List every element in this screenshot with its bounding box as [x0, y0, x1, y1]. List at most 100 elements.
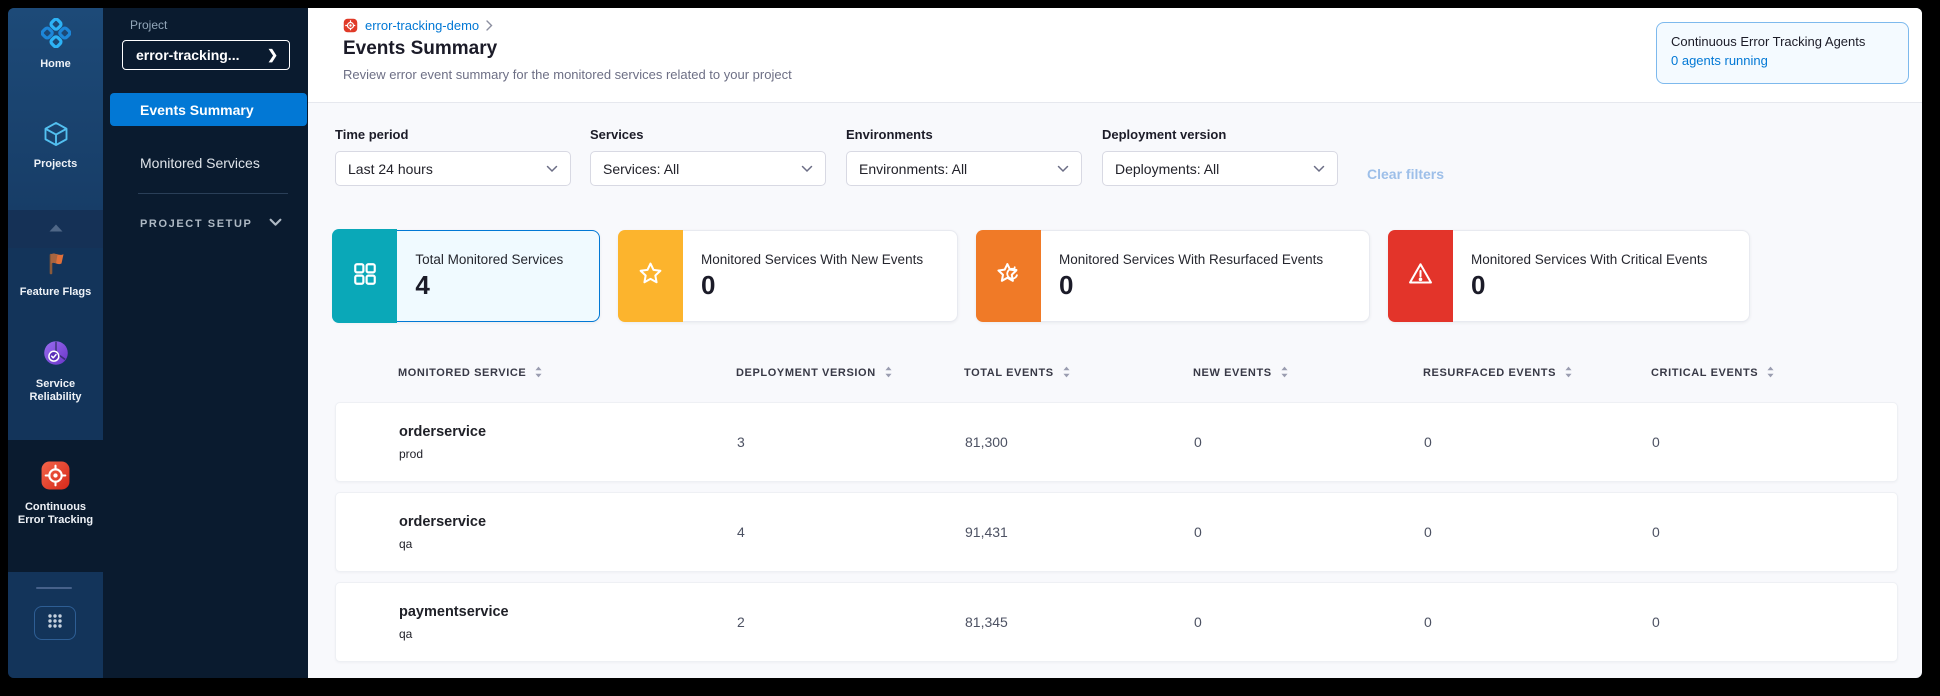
total-events-value: 81,300 [965, 434, 1008, 450]
table-row[interactable]: orderservice prod 3 81,300 0 0 0 [335, 402, 1898, 482]
module-switcher-button[interactable] [34, 606, 76, 640]
continuous-error-tracking-icon [40, 460, 71, 496]
stat-card-critical-events[interactable]: Monitored Services With Critical Events … [1388, 230, 1750, 322]
column-header-critical-events[interactable]: Critical Events [1651, 365, 1898, 382]
agents-running-link[interactable]: 0 agents running [1671, 53, 1768, 68]
app-window: Home Projects Feature Flags [8, 8, 1922, 678]
card-value: 0 [1471, 269, 1486, 300]
chevron-down-icon [269, 218, 282, 230]
deployments-dropdown[interactable]: Deployments: All [1102, 151, 1338, 186]
nav-item-label: Events Summary [140, 101, 254, 118]
services-dropdown[interactable]: Services: All [590, 151, 826, 186]
sidebar-item-service-reliability[interactable]: Service Reliability [8, 338, 103, 404]
clear-filters-button[interactable]: Clear filters [1367, 166, 1445, 182]
new-events-value: 0 [1194, 614, 1202, 630]
breadcrumb: error-tracking-demo [343, 18, 493, 33]
card-value: 4 [415, 269, 430, 300]
service-reliability-icon [41, 338, 71, 373]
column-label: Deployment Version [736, 367, 876, 379]
page-subtitle: Review error event summary for the monit… [343, 67, 792, 82]
card-value: 0 [701, 269, 716, 300]
card-label: Monitored Services With Critical Events [1471, 251, 1708, 267]
deployment-version-value: 3 [737, 434, 745, 450]
collapse-modules-button[interactable] [8, 210, 103, 248]
column-header-deployment-version[interactable]: Deployment Version [736, 365, 964, 382]
dropdown-value: Services: All [603, 160, 680, 177]
stat-card-new-events[interactable]: Monitored Services With New Events 0 [618, 230, 958, 322]
content-area: Time period Last 24 hours Services Servi… [308, 103, 1922, 678]
total-events-value: 81,345 [965, 614, 1008, 630]
agents-status-box[interactable]: Continuous Error Tracking Agents 0 agent… [1656, 22, 1909, 84]
new-events-value: 0 [1194, 524, 1202, 540]
sidebar-item-continuous-error-tracking[interactable]: Continuous Error Tracking [8, 460, 103, 527]
card-accent-block [618, 230, 683, 322]
time-period-dropdown[interactable]: Last 24 hours [335, 151, 571, 186]
card-accent-block [1388, 230, 1453, 322]
filter-services: Services Services: All [590, 127, 826, 186]
service-environment: prod [399, 446, 424, 461]
project-label: Project [130, 18, 168, 32]
nav-item-monitored-services[interactable]: Monitored Services [110, 146, 307, 179]
sort-icon [1062, 365, 1071, 382]
card-label: Total Monitored Services [415, 251, 564, 267]
new-events-value: 0 [1194, 434, 1202, 450]
filter-label: Services [590, 127, 644, 142]
project-setup-section-toggle[interactable]: PROJECT SETUP [140, 218, 290, 230]
stat-card-resurfaced-events[interactable]: Monitored Services With Resurfaced Event… [976, 230, 1370, 322]
service-name: orderservice [399, 423, 487, 440]
main-content: error-tracking-demo Events Summary Revie… [308, 8, 1922, 678]
agents-box-title: Continuous Error Tracking Agents [1671, 34, 1866, 49]
sort-icon [534, 365, 543, 382]
breadcrumb-project-link[interactable]: error-tracking-demo [365, 18, 480, 33]
table-row[interactable]: paymentservice qa 2 81,345 0 0 0 [335, 582, 1898, 662]
sidebar-item-feature-flags[interactable]: Feature Flags [8, 248, 103, 299]
panel-divider [138, 193, 288, 194]
sidebar-item-projects[interactable]: Projects [8, 120, 103, 171]
column-label: Resurfaced Events [1423, 367, 1557, 379]
column-header-monitored-service[interactable]: Monitored Service [335, 365, 736, 382]
project-selector[interactable]: error-tracking... ❯ [122, 40, 290, 70]
filter-label: Environments [846, 127, 933, 142]
dropdown-value: Last 24 hours [348, 160, 433, 177]
sort-icon [884, 365, 893, 382]
column-label: Critical Events [1651, 367, 1759, 379]
star-icon [637, 260, 664, 292]
module-sidebar: Home Projects Feature Flags [8, 8, 103, 678]
column-label: New Events [1193, 367, 1272, 379]
column-header-resurfaced-events[interactable]: Resurfaced Events [1423, 365, 1651, 382]
column-label: Monitored Service [398, 367, 527, 379]
chevron-down-icon [801, 165, 813, 173]
harness-home-icon [40, 17, 71, 53]
chevron-down-icon [546, 165, 558, 173]
nav-item-label: Monitored Services [140, 154, 260, 171]
sidebar-item-label: Feature Flags [19, 286, 92, 298]
service-name: orderservice [399, 513, 487, 530]
rail-divider [36, 587, 72, 589]
column-label: Total Events [964, 367, 1054, 379]
page-header: error-tracking-demo Events Summary Revie… [308, 8, 1922, 103]
filter-deployment-version: Deployment version Deployments: All [1102, 127, 1338, 186]
sidebar-item-label: Service Reliability [29, 378, 82, 403]
warning-triangle-icon [1407, 260, 1434, 292]
sidebar-item-home[interactable]: Home [8, 17, 103, 71]
card-label: Monitored Services With New Events [701, 251, 924, 267]
environments-dropdown[interactable]: Environments: All [846, 151, 1082, 186]
section-label: PROJECT SETUP [140, 218, 253, 230]
filter-time-period: Time period Last 24 hours [335, 127, 571, 186]
column-header-total-events[interactable]: Total Events [964, 365, 1193, 382]
grid-dots-icon [46, 612, 64, 635]
chevron-down-icon [1057, 165, 1069, 173]
feature-flags-icon [42, 248, 70, 281]
critical-events-value: 0 [1652, 434, 1660, 450]
card-accent-block [976, 230, 1041, 322]
card-label: Monitored Services With Resurfaced Event… [1059, 251, 1324, 267]
filter-environments: Environments Environments: All [846, 127, 1082, 186]
table-row[interactable]: orderservice qa 4 91,431 0 0 0 [335, 492, 1898, 572]
column-header-new-events[interactable]: New Events [1193, 365, 1423, 382]
table-header: Monitored Service Deployment Version Tot… [335, 358, 1898, 388]
nav-item-events-summary[interactable]: Events Summary [110, 93, 307, 126]
card-accent-block [332, 229, 398, 323]
deployment-version-value: 4 [737, 524, 745, 540]
critical-events-value: 0 [1652, 524, 1660, 540]
stat-card-total-monitored-services[interactable]: Total Monitored Services 4 [332, 229, 600, 323]
